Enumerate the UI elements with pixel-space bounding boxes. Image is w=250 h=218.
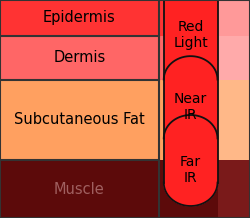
- Bar: [0, 160, 250, 218]
- Text: Near
IR: Near IR: [174, 92, 207, 122]
- Text: Subcutaneous Fat: Subcutaneous Fat: [14, 112, 145, 127]
- Bar: [0, 80, 250, 160]
- Bar: [218, 36, 250, 80]
- Text: Red
Light: Red Light: [173, 20, 208, 50]
- Bar: [218, 160, 250, 218]
- Text: Muscle: Muscle: [54, 182, 105, 197]
- Text: Dermis: Dermis: [53, 50, 106, 65]
- Polygon shape: [164, 183, 218, 206]
- Bar: [218, 80, 250, 160]
- Text: Epidermis: Epidermis: [43, 10, 116, 26]
- Bar: [164, 0, 218, 183]
- Bar: [0, 36, 250, 80]
- Bar: [218, 0, 250, 36]
- Bar: [0, 0, 250, 36]
- Text: Far
IR: Far IR: [180, 155, 201, 185]
